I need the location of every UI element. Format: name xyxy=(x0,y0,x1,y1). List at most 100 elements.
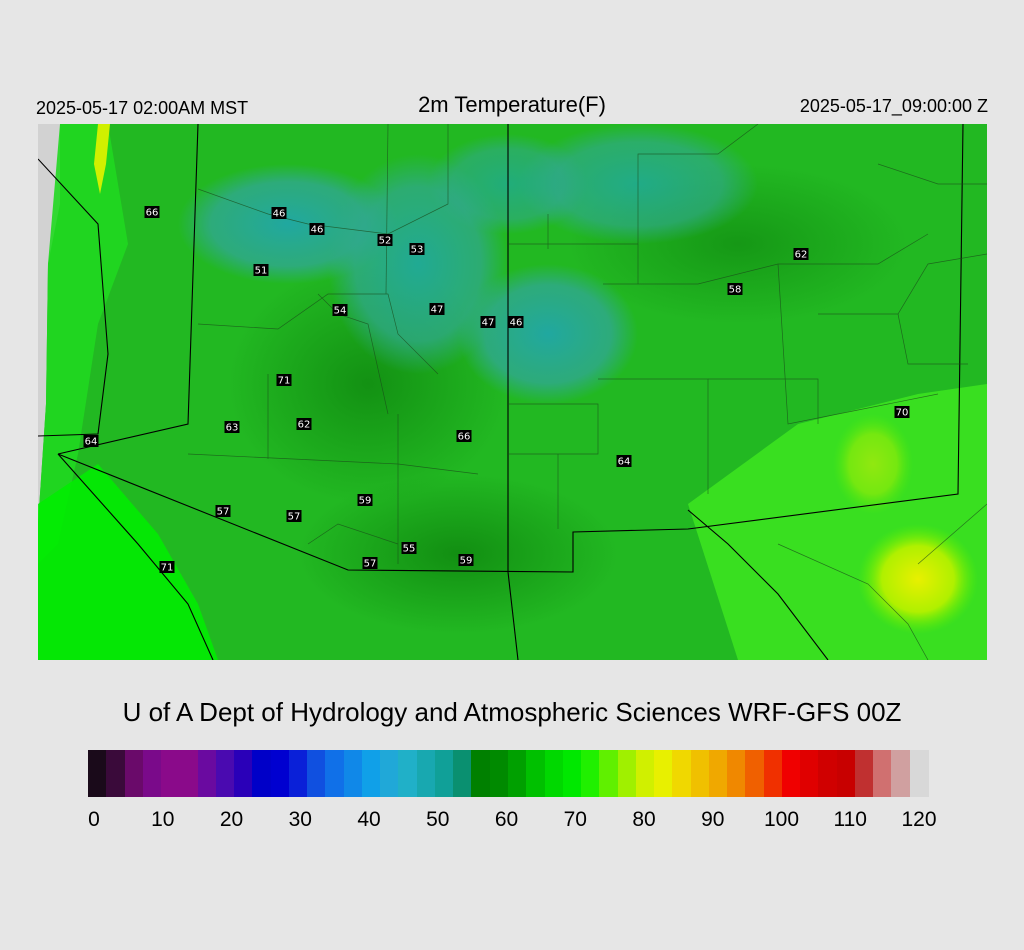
colorbar-swatch xyxy=(617,750,637,797)
station-value: 54 xyxy=(334,306,347,317)
colorbar-swatch xyxy=(745,750,765,797)
colorbar-swatch xyxy=(489,750,509,797)
station-value: 66 xyxy=(458,432,471,443)
colorbar-tick-label: 60 xyxy=(494,808,519,831)
station-value: 51 xyxy=(255,266,268,277)
colorbar-swatch xyxy=(818,750,838,797)
colorbar-swatch xyxy=(800,750,820,797)
colorbar-swatch xyxy=(781,750,801,797)
station-value: 70 xyxy=(896,408,909,419)
station-value: 55 xyxy=(403,544,416,555)
colorbar-swatch xyxy=(544,750,564,797)
colorbar-tick-label: 30 xyxy=(288,808,312,831)
colorbar-swatch xyxy=(197,750,217,797)
temperature-map: 66 46 46 52 53 51 54 47 47 46 62 58 71 63 62 66 64 70 64 57… xyxy=(38,124,987,660)
station-value: 71 xyxy=(161,563,174,574)
station-value: 47 xyxy=(431,305,444,316)
colorbar-swatch xyxy=(508,750,527,797)
station-label: 63 xyxy=(224,421,240,434)
colorbar-swatch xyxy=(88,750,107,797)
colorbar-swatch xyxy=(891,750,911,797)
station-value: 46 xyxy=(273,209,286,220)
station-label: 57 xyxy=(286,510,302,523)
station-label: 47 xyxy=(429,303,445,316)
station-label: 55 xyxy=(401,542,417,555)
station-labels: 66 46 46 52 53 51 54 47 47 46 62 58 71 63 62 66 64 70 64 57… xyxy=(83,206,910,574)
station-value: 64 xyxy=(618,457,631,468)
colorbar-swatch xyxy=(727,750,746,797)
station-value: 52 xyxy=(379,236,392,247)
local-time-label: 2025-05-17 02:00AM MST xyxy=(36,98,249,118)
colorbar-swatch xyxy=(325,750,345,797)
station-label: 59 xyxy=(357,494,373,507)
colorbar-swatch xyxy=(398,750,418,797)
station-value: 57 xyxy=(288,512,301,523)
station-value: 62 xyxy=(795,250,808,261)
station-label: 71 xyxy=(276,374,292,387)
colorbar-tick-label: 50 xyxy=(426,808,450,831)
colorbar-swatch xyxy=(343,750,363,797)
colorbar-swatch xyxy=(526,750,546,797)
colorbar-tick-label: 100 xyxy=(763,808,800,831)
station-label: 46 xyxy=(309,223,325,236)
colorbar-tick-label: 120 xyxy=(901,808,937,831)
colorbar-tick-label: 40 xyxy=(357,808,381,831)
station-label: 52 xyxy=(377,234,393,247)
colorbar-swatch xyxy=(471,750,491,797)
colorbar-tick-label: 0 xyxy=(88,808,100,831)
station-label: 70 xyxy=(894,406,910,419)
station-label: 64 xyxy=(83,435,99,448)
colorbar-swatch xyxy=(654,750,673,797)
station-label: 46 xyxy=(271,207,287,220)
colorbar-swatch xyxy=(142,750,162,797)
station-label: 62 xyxy=(296,418,312,431)
colorbar-tick-label: 20 xyxy=(219,808,244,831)
colorbar-swatch xyxy=(106,750,126,797)
station-value: 59 xyxy=(460,556,473,567)
colorbar-tick-label: 110 xyxy=(833,808,867,831)
station-value: 58 xyxy=(729,285,742,296)
colorbar-swatch xyxy=(307,750,326,797)
station-value: 63 xyxy=(226,423,239,434)
station-label: 59 xyxy=(458,554,474,567)
colorbar-swatch xyxy=(708,750,728,797)
station-value: 53 xyxy=(411,245,424,256)
colorbar-swatch xyxy=(453,750,473,797)
colorbar-swatch xyxy=(270,750,290,797)
station-label: 51 xyxy=(253,264,269,277)
valid-time-label: 2025-05-17_09:00:00 Z xyxy=(799,96,988,116)
credit-label: U of A Dept of Hydrology and Atmospheric… xyxy=(122,697,902,727)
station-label: 62 xyxy=(793,248,809,261)
station-value: 66 xyxy=(146,208,159,219)
station-value: 46 xyxy=(311,225,324,236)
colorbar-swatch xyxy=(690,750,710,797)
station-value: 64 xyxy=(85,437,98,448)
station-label: 64 xyxy=(616,455,632,468)
map-title: 2m Temperature(F) xyxy=(418,92,606,117)
colorbar-tick-label: 80 xyxy=(632,808,656,831)
station-label: 46 xyxy=(508,316,524,329)
colorbar-swatch xyxy=(873,750,893,797)
station-label: 66 xyxy=(456,430,472,443)
station-value: 57 xyxy=(364,559,377,570)
colorbar-swatch xyxy=(361,750,381,797)
colorbar-swatch xyxy=(252,750,272,797)
colorbar-swatch xyxy=(909,750,929,797)
colorbar-swatch xyxy=(234,750,253,797)
colorbar-swatch xyxy=(416,750,436,797)
colorbar-swatch xyxy=(161,750,180,797)
colorbar-tick-label: 10 xyxy=(151,808,175,831)
station-value: 57 xyxy=(217,507,230,518)
colorbar-swatch xyxy=(836,750,856,797)
county-lines xyxy=(187,124,987,660)
colorbar xyxy=(88,750,929,797)
colorbar-swatch xyxy=(599,750,619,797)
state-borders xyxy=(38,124,964,660)
station-label: 57 xyxy=(362,557,378,570)
colorbar-swatch xyxy=(179,750,199,797)
colorbar-swatch xyxy=(562,750,582,797)
colorbar-swatch xyxy=(635,750,655,797)
colorbar-swatch xyxy=(380,750,400,797)
station-label: 57 xyxy=(215,505,231,518)
station-label: 66 xyxy=(144,206,160,219)
